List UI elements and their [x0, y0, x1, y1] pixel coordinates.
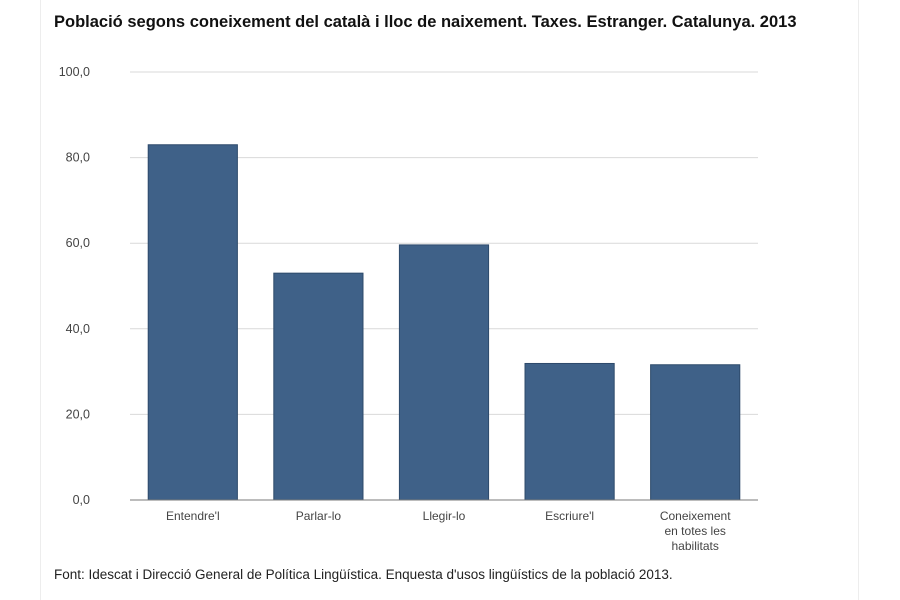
y-tick-label: 20,0	[66, 407, 90, 421]
y-tick-label: 40,0	[66, 322, 90, 336]
y-tick-label: 0,0	[73, 493, 90, 507]
bar	[273, 272, 364, 501]
y-tick-label: 60,0	[66, 236, 90, 250]
chart-title: Població segons coneixement del català i…	[54, 13, 797, 31]
bar	[650, 364, 741, 501]
x-tick-label: Parlar-lo	[296, 509, 342, 523]
y-tick-label: 100,0	[59, 65, 90, 79]
bar	[398, 244, 490, 501]
x-tick-label: Llegir-lo	[423, 509, 466, 523]
frame-left-border	[40, 0, 41, 600]
bar	[147, 144, 238, 501]
x-tick-label: Coneixement	[660, 509, 731, 523]
x-tick-label: en totes les	[665, 524, 726, 538]
x-tick-label: habilitats	[672, 539, 719, 553]
x-tick-label: Entendre'l	[166, 509, 220, 523]
frame-right-border	[858, 0, 859, 600]
bar	[524, 362, 615, 501]
chart-source-note: Font: Idescat i Direcció General de Polí…	[54, 567, 673, 582]
x-tick-label: Escriure'l	[545, 509, 594, 523]
y-tick-label: 80,0	[66, 151, 90, 165]
